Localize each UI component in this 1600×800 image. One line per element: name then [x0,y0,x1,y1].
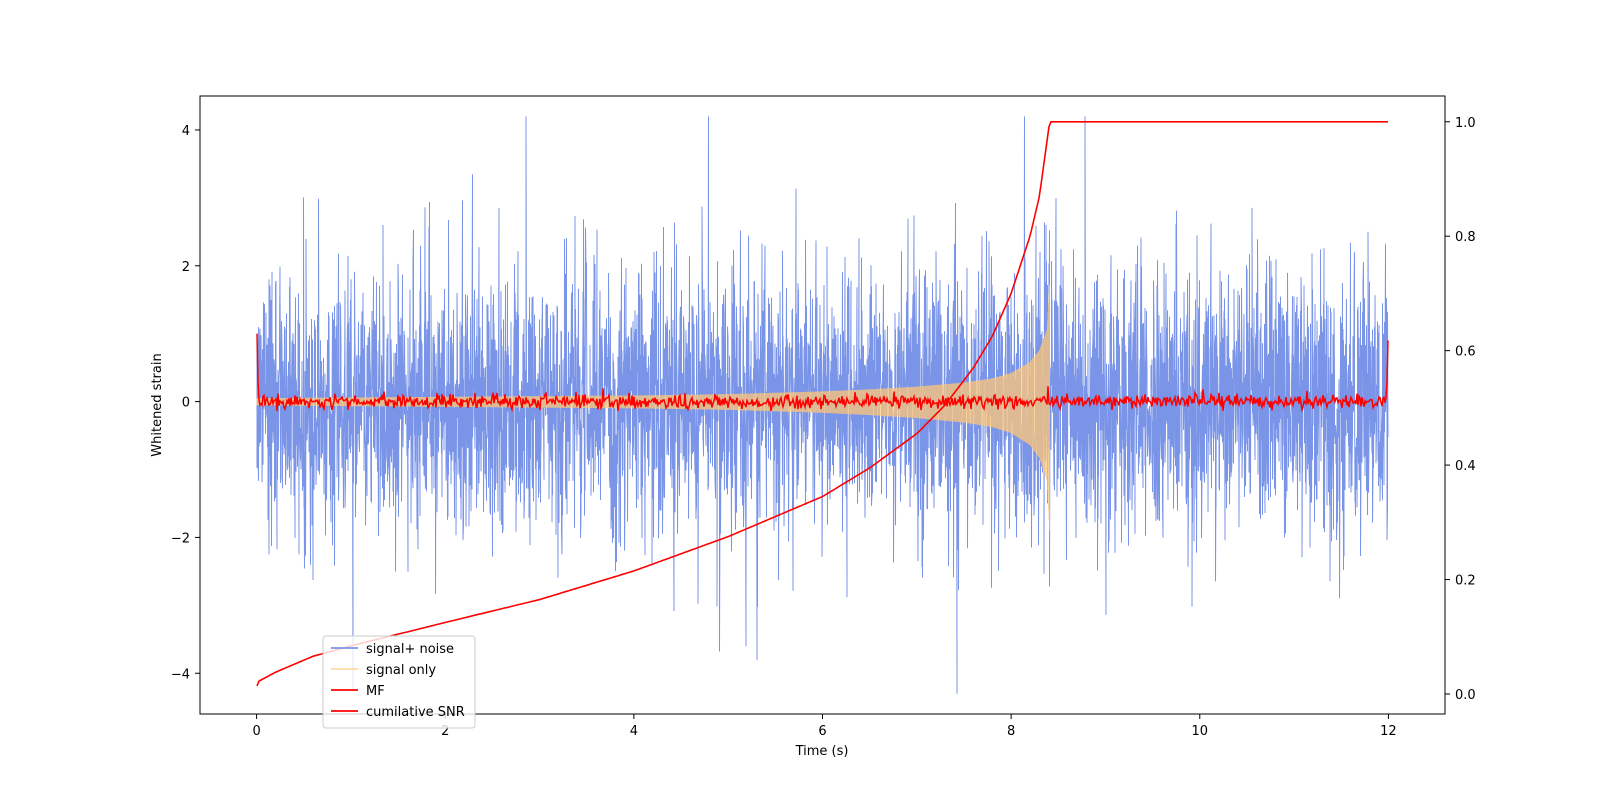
legend-label: cumilative SNR [366,705,465,720]
x-tick-label: 6 [818,724,826,739]
y-right-tick-label: 1.0 [1455,116,1476,131]
y-tick-label: 2 [182,260,190,275]
legend-label: MF [366,684,385,699]
y-right-tick-label: 0.2 [1455,574,1476,589]
x-axis: 0 2 4 6 8 10 12 [252,714,1397,739]
series-line-cumulative-snr [256,121,1388,687]
legend-frame [322,635,476,729]
y-tick-label: −2 [171,531,190,546]
x-tick-label: 4 [630,724,638,739]
y-right-tick-label: 0.6 [1455,345,1476,360]
y-tick-label: 4 [182,124,190,139]
y-axis-label: Whitened strain [150,353,165,456]
y-right-tick-label: 0.8 [1455,230,1476,245]
series-line-mf [256,333,1389,413]
x-axis-label: Time (s) [795,744,849,759]
plot-area [256,116,1389,694]
y-tick-label: 0 [182,396,190,411]
y-right-tick-label: 0.0 [1455,688,1476,703]
series-line-signal-plus-noise [256,116,1389,694]
legend: signal+ noise signal only MF cumilative SNR [322,635,476,729]
y-tick-label: −4 [171,667,190,682]
y-axis-right: 0.0 0.2 0.4 0.6 0.8 1.0 [1445,116,1476,703]
x-tick-label: 0 [252,724,260,739]
legend-label: signal only [366,663,436,678]
y-right-tick-label: 0.4 [1455,459,1476,474]
y-axis-left: −4 −2 0 2 4 [171,124,200,682]
x-tick-label: 8 [1007,724,1015,739]
x-tick-label: 12 [1380,724,1397,739]
x-tick-label: 2 [441,724,449,739]
x-tick-label: 10 [1191,724,1208,739]
legend-label: signal+ noise [366,642,454,657]
